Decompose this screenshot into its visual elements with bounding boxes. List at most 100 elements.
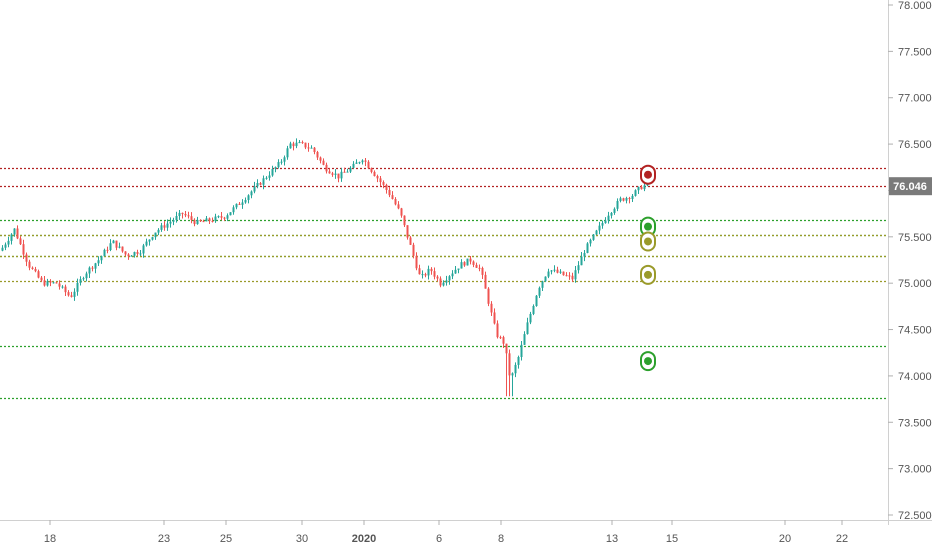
candle [76,278,79,296]
candle [496,320,499,339]
candle [181,212,184,219]
horizontal-levels [0,167,888,400]
candle [610,211,613,219]
candle [172,217,175,226]
candle [313,146,316,155]
candle [397,201,400,210]
candle [340,167,343,182]
candle [199,219,202,223]
candle [355,159,358,164]
time-axis[interactable]: 18 23 25 30 2020 6 8 13 15 20 22 [44,520,848,545]
candle [559,269,562,274]
level-marker-0[interactable] [640,164,656,185]
candle [277,159,280,169]
candle [334,169,337,179]
level-marker-4[interactable] [640,351,656,372]
candle [613,207,616,215]
candle [433,267,436,280]
candle [25,252,28,267]
level-marker-2[interactable] [640,231,656,252]
candle [526,317,529,335]
candle [193,218,196,227]
candle [475,262,478,268]
candle [394,197,397,206]
x-tick-label: 23 [158,533,170,545]
candle [640,184,643,190]
candle [421,270,424,279]
candle [628,196,631,204]
candle [430,267,433,275]
level-marker-3[interactable] [640,264,656,285]
candle [580,251,583,266]
candle [439,276,442,288]
candle [499,335,502,339]
candle [415,252,418,271]
candle [616,198,619,212]
candle [382,180,385,189]
candle [121,246,124,253]
candle [100,255,103,264]
candle [493,308,496,325]
candle [418,264,421,275]
candle [478,264,481,272]
candle [211,217,214,223]
candle [331,171,334,177]
candle [403,215,406,228]
candle [115,240,118,251]
candle [622,197,625,202]
candle [127,253,130,260]
candle [178,209,181,220]
candle [88,266,91,278]
candle [436,275,439,282]
candle [295,138,298,149]
candle [502,335,505,348]
candle [553,265,556,273]
candle [625,196,628,204]
candle [238,202,241,206]
current-price-badge [889,177,932,196]
candle [265,176,268,180]
candle [271,165,274,177]
candle [400,207,403,218]
candle [247,194,250,204]
candle [79,276,82,286]
candle [232,205,235,215]
candle [550,270,553,275]
candle [343,167,346,173]
candle [28,259,31,271]
y-tick-label: 73.500 [898,417,932,429]
x-tick-label: 20 [779,533,791,545]
candle [58,280,61,290]
candle [307,142,310,152]
candle [118,242,121,249]
candle [460,259,463,269]
candle [367,160,370,169]
y-tick-label: 75.000 [898,278,932,290]
candle [22,239,25,260]
candle [466,258,469,266]
candle [31,266,34,270]
candle [574,265,577,283]
candle [514,362,517,378]
candle [469,255,472,265]
candle [598,221,601,235]
candle [220,212,223,221]
candle [133,251,136,258]
candle [55,281,58,284]
x-tick-label: 25 [220,533,232,545]
x-tick-label: 6 [436,533,442,545]
candle [169,217,172,228]
candle [280,159,283,165]
candle [445,275,448,286]
candle [208,217,211,224]
candle [64,284,67,297]
candle [316,150,319,160]
x-tick-label: 2020 [352,533,376,545]
candle [451,270,454,280]
candle [70,291,73,298]
candle [124,251,127,257]
candle [463,261,466,267]
candle [61,285,64,289]
candle [406,225,409,240]
